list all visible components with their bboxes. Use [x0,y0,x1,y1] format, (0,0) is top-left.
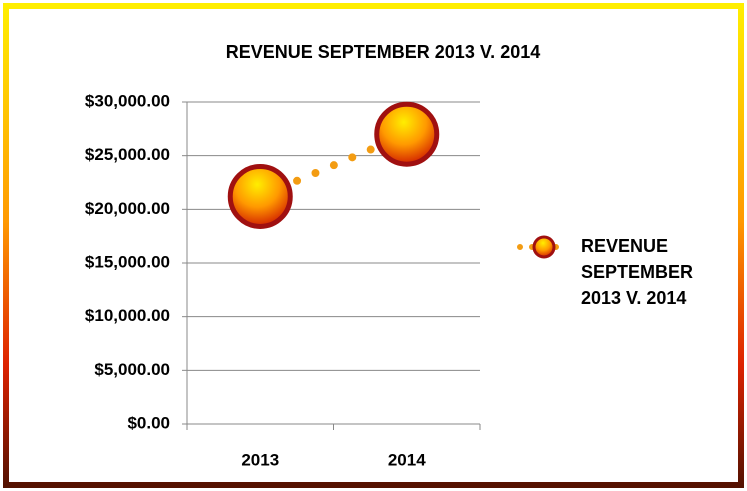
legend-label: REVENUE SEPTEMBER 2013 V. 2014 [581,236,694,308]
x-tick-label: 2014 [388,450,426,469]
series-line [256,130,411,201]
chart-frame [3,3,744,488]
legend-marker [532,235,556,259]
y-tick-label: $10,000.00 [85,306,170,325]
y-tick-label: $25,000.00 [85,145,170,164]
y-tick-label: $0.00 [127,413,170,432]
x-tick-label: 2013 [241,450,279,469]
chart-title: REVENUE SEPTEMBER 2013 V. 2014 [226,42,540,62]
y-tick-label: $30,000.00 [85,91,170,110]
y-tick-label: $15,000.00 [85,252,170,271]
data-marker [374,101,440,167]
data-marker [227,163,293,229]
y-tick-label: $5,000.00 [94,360,170,379]
y-tick-label: $20,000.00 [85,199,170,218]
